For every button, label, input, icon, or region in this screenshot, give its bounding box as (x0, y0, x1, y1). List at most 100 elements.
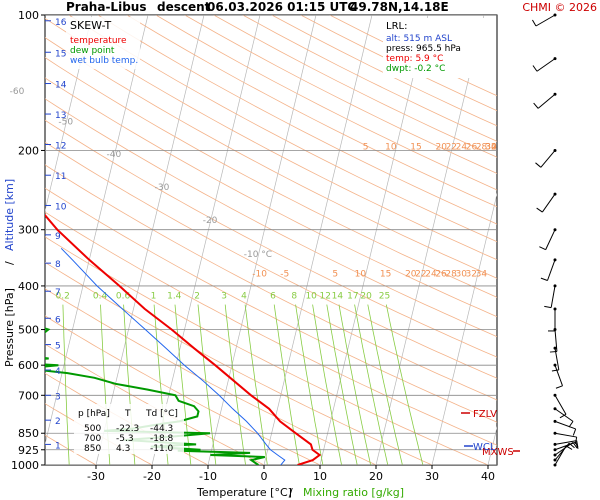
wind-barb-staff (535, 14, 556, 27)
mixing-ratio-label: 0.4 (93, 291, 108, 301)
mixing-ratio-line (295, 304, 324, 465)
adiabat-label: -5 (280, 269, 289, 279)
lrl-altitude: alt: 515 m ASL (386, 34, 452, 44)
wind-barb-dot (553, 419, 557, 423)
adiabat-label: 24 (456, 143, 468, 153)
mixing-ratio-line (224, 304, 246, 465)
adiabat-label: 34 (476, 269, 488, 279)
dry-adiabat-line (45, 141, 497, 379)
wind-barb-flag (551, 369, 559, 372)
isotherm-label: -50 (58, 117, 73, 127)
y-axis-title-pressure: Pressure [hPa] (3, 288, 16, 367)
y-tick-label: 850 (18, 427, 39, 440)
dry-adiabat-line (126, 15, 497, 208)
wind-barb-dot (553, 13, 557, 17)
adiabat-label: 10 (385, 143, 397, 153)
altitude-label: 2 (55, 417, 61, 427)
table-cell: -22.3 (116, 424, 139, 434)
lrl-background (383, 18, 495, 78)
wind-barb-flag (576, 440, 579, 448)
mixing-ratio-label: 25 (379, 291, 390, 301)
x-tick-label: 0 (261, 470, 268, 483)
dry-adiabat-line (45, 119, 497, 358)
wind-barb-dot (553, 458, 557, 462)
x-axis-title-mix: Mixing ratio [g/kg] (303, 486, 404, 499)
adiabat-label: 32 (466, 269, 477, 279)
adiabat-label: 10 (355, 269, 367, 279)
wind-barb-staff (547, 259, 556, 281)
table-header-td: Td [°C] (145, 409, 178, 419)
adiabat-label: 30 (485, 143, 497, 153)
mixing-ratio-line (312, 304, 342, 465)
mixing-ratio-label: 4 (241, 291, 247, 301)
y-tick-label: 600 (18, 359, 39, 372)
altitude-label: 16 (55, 18, 67, 28)
mixing-ratio-line (273, 304, 300, 465)
y-tick-label: 500 (18, 324, 39, 337)
adiabat-label: 15 (410, 143, 421, 153)
wind-barb-staff (554, 441, 576, 451)
mixing-ratio-label: 2 (194, 291, 200, 301)
wind-barb-flag (572, 428, 577, 436)
legend-wetbulb: wet bulb temp. (70, 56, 138, 66)
y-tick-label: 200 (18, 144, 39, 157)
wind-barb-staff (545, 229, 556, 250)
altitude-label: 4 (55, 367, 61, 377)
wind-barb-flag (535, 162, 542, 168)
wind-barb-staff (554, 432, 577, 438)
wind-barb-dot (553, 346, 557, 350)
wind-barb-flag (544, 305, 552, 309)
mixing-ratio-label: 0.2 (56, 291, 70, 301)
lrl-temperature: temp: 5.9 °C (386, 54, 443, 64)
x-axis-title-sep: / (289, 486, 293, 499)
adiabat-label: 15 (380, 269, 391, 279)
mixing-ratio-line (174, 304, 192, 465)
dry-adiabat-line (45, 37, 497, 279)
lrl-dewpoint: dwpt: -0.2 °C (386, 64, 445, 74)
y-tick-label: 1000 (11, 459, 39, 472)
isotherm-label: -10 °C (244, 250, 272, 260)
isotherm-line (45, 15, 149, 446)
mixing-ratio-line (367, 304, 403, 465)
isotherm-line (431, 192, 497, 465)
wind-barb-dot (553, 307, 557, 311)
x-tick-label: 30 (425, 470, 439, 483)
wind-barb-flag (532, 19, 537, 27)
wind-barb-flag (532, 65, 538, 72)
y-tick-label: 925 (18, 444, 39, 457)
mixing-ratio-label: 10 (305, 291, 317, 301)
wind-barb-dot (553, 407, 557, 411)
adiabat-label: 34 (485, 143, 497, 153)
wind-barb-dot (553, 148, 557, 152)
y-axis-title: Pressure [hPa] / Altitude [km] (3, 179, 16, 367)
copyright: CHMI © 2026 (522, 1, 597, 14)
wind-barb-staff (540, 150, 556, 168)
wind-barb-dot (553, 442, 557, 446)
legend: SKEW-T temperature dew point wet bulb te… (66, 17, 140, 69)
table-cell: 700 (84, 434, 101, 444)
table-cell: -18.8 (150, 434, 174, 444)
table-cell: -5.3 (116, 434, 134, 444)
altitude-label: 3 (55, 392, 61, 402)
wind-barb-dot (553, 363, 557, 367)
y-axis-title-altitude: Altitude [km] (3, 179, 16, 251)
mixing-ratio-label: 20 (360, 291, 372, 301)
table-cell: 500 (84, 424, 101, 434)
dry-adiabat-line (68, 15, 497, 243)
adiabat-label: 30 (455, 269, 467, 279)
wind-barb-dot (553, 284, 557, 288)
table-cell: 850 (84, 444, 101, 454)
adiabat-label: 5 (332, 269, 338, 279)
levels-table: p [hPa] T Td [°C] 500 -22.3 -44.3 700 -5… (74, 404, 184, 454)
header-station: Praha-Libus (66, 0, 146, 14)
wind-barb-flag (555, 385, 563, 389)
wind-barb-flag (574, 436, 578, 445)
adiabat-label: 26 (435, 269, 447, 279)
wind-barb-flag (559, 413, 567, 419)
mixing-ratio-label: 0.6 (116, 291, 131, 301)
grid-labels: -80-70-60-50-40-30-20-10 °C5101520222426… (10, 87, 497, 301)
wind-barb-dot (553, 463, 557, 467)
wcl-label: WCL (473, 442, 496, 453)
isotherm-line (207, 15, 317, 465)
